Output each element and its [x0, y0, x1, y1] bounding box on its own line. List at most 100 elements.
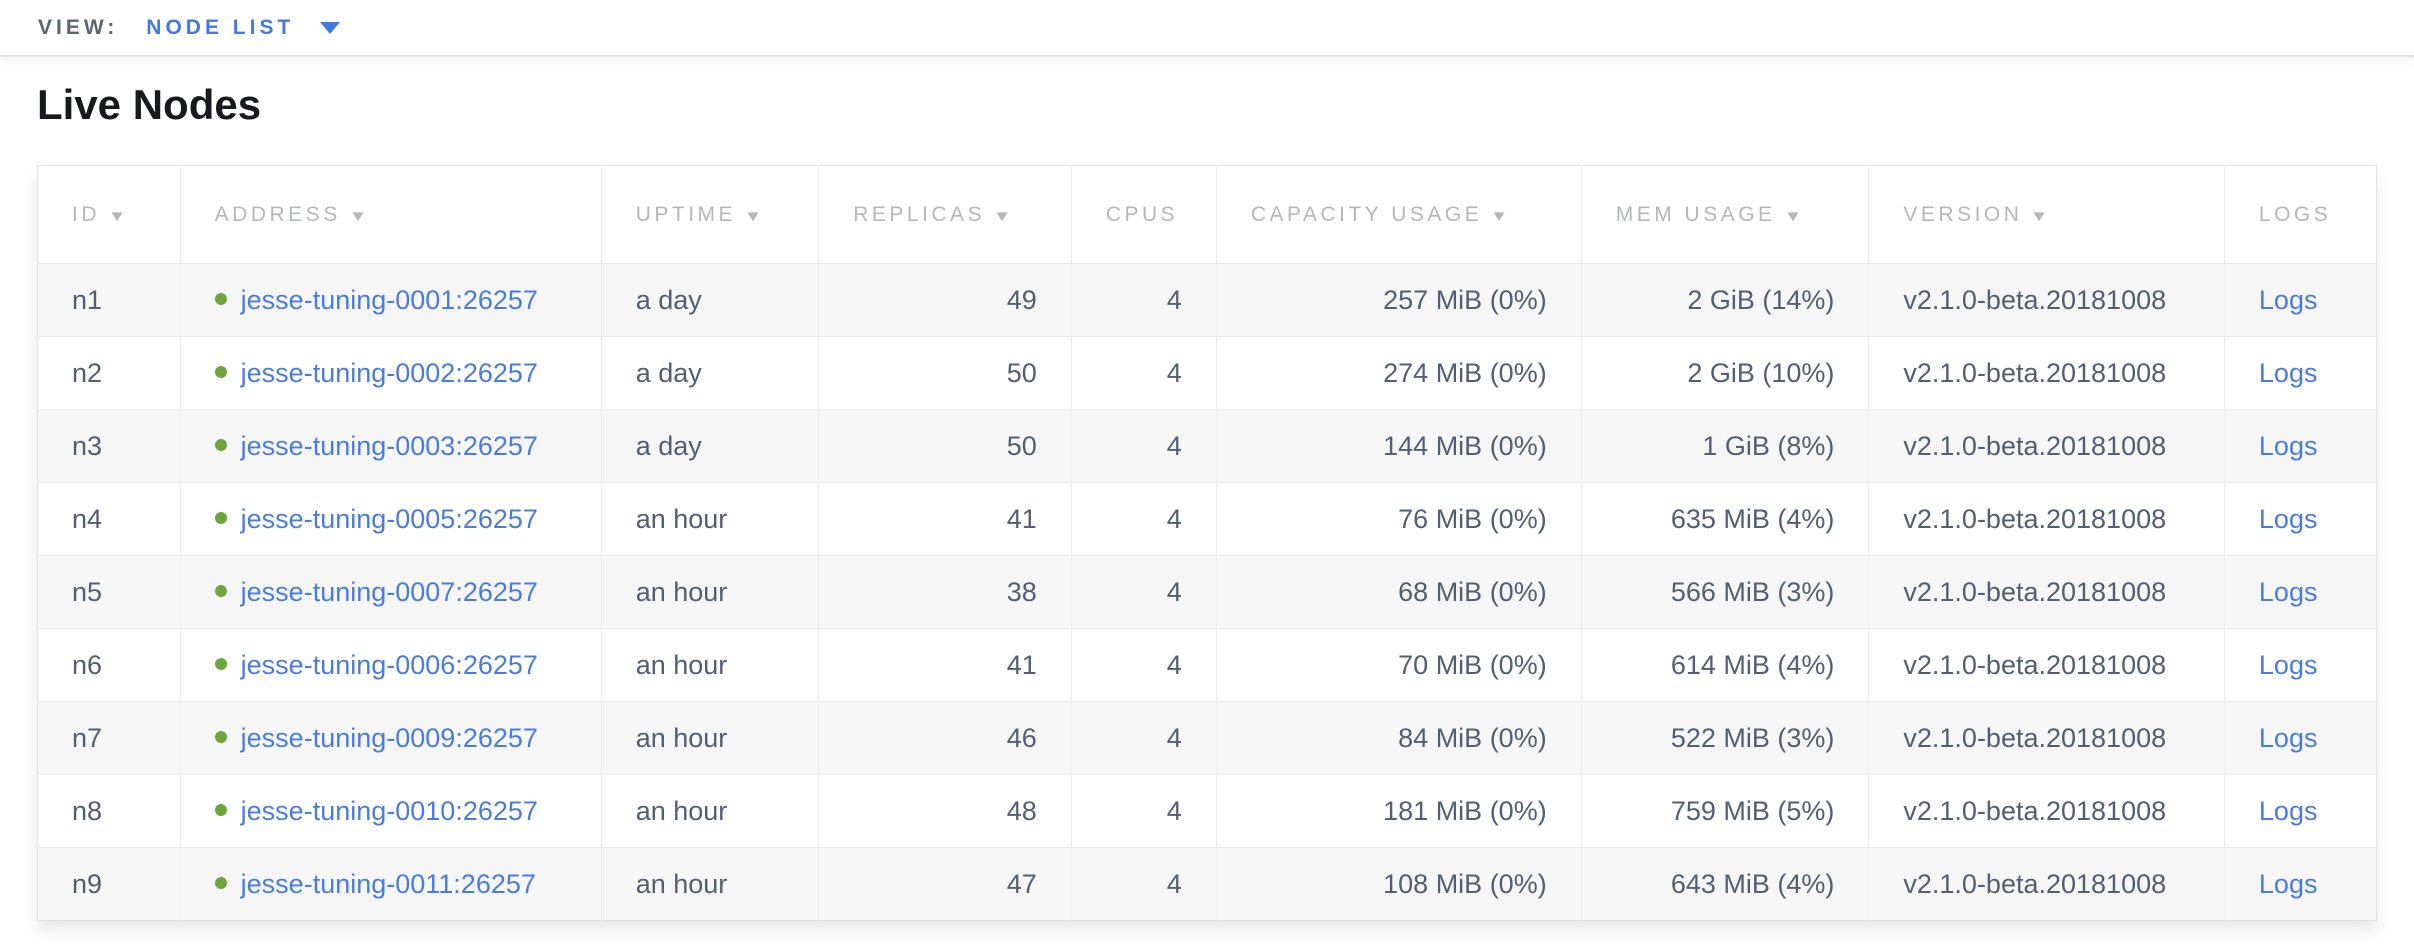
- cell-logs: Logs: [2223, 628, 2377, 702]
- node-address-link[interactable]: jesse-tuning-0011:26257: [240, 868, 536, 899]
- node-address-link[interactable]: jesse-tuning-0003:26257: [240, 430, 538, 461]
- cell-capacity_usage: 68 MiB (0%): [1215, 555, 1582, 629]
- cell-id: n2: [37, 336, 181, 410]
- column-header-label: VERSION: [1903, 202, 2023, 226]
- node-address-link[interactable]: jesse-tuning-0005:26257: [240, 503, 538, 534]
- column-header-address[interactable]: ADDRESS ▼: [179, 165, 602, 264]
- table-row-n2: n2 jesse-tuning-0002:26257 a day 50 4 274 MiB…: [37, 336, 2377, 410]
- logs-link[interactable]: Logs: [2258, 430, 2318, 461]
- column-header-label: ID: [72, 202, 100, 226]
- cell-mem_usage: 1 GiB (8%): [1580, 409, 1869, 483]
- column-header-capacity_usage[interactable]: CAPACITY USAGE ▼: [1215, 165, 1582, 264]
- table-row-n5: n5 jesse-tuning-0007:26257 an hour 38 4 68 Mi…: [37, 555, 2377, 629]
- cell-mem_usage: 635 MiB (4%): [1580, 482, 1869, 556]
- column-header-replicas[interactable]: REPLICAS ▼: [818, 165, 1072, 264]
- view-bar: VIEW: NODE LIST: [0, 0, 2414, 57]
- caret-down-icon: [320, 21, 341, 34]
- cell-cpus: 4: [1070, 847, 1217, 921]
- table-row-n9: n9 jesse-tuning-0011:26257 an hour 47 4 108 M…: [37, 847, 2377, 921]
- cell-capacity_usage: 76 MiB (0%): [1215, 482, 1582, 556]
- cell-version: v2.1.0-beta.20181008: [1868, 847, 2225, 921]
- logs-link[interactable]: Logs: [2258, 503, 2318, 534]
- column-header-mem_usage[interactable]: MEM USAGE ▼: [1580, 165, 1869, 264]
- cell-mem_usage: 2 GiB (10%): [1580, 336, 1869, 410]
- column-header-version[interactable]: VERSION ▼: [1868, 165, 2225, 264]
- cell-capacity_usage: 108 MiB (0%): [1215, 847, 1582, 921]
- cell-address: jesse-tuning-0011:26257: [179, 847, 602, 921]
- sort-arrow-icon: ▼: [107, 207, 131, 225]
- logs-link[interactable]: Logs: [2258, 722, 2318, 753]
- column-header-logs: LOGS: [2223, 165, 2377, 264]
- live-status-dot-icon: [214, 293, 227, 306]
- cell-replicas: 41: [818, 482, 1072, 556]
- view-label: VIEW:: [38, 15, 119, 39]
- logs-link[interactable]: Logs: [2258, 357, 2318, 388]
- column-header-label: CPUS: [1105, 202, 1179, 226]
- column-header-label: CAPACITY USAGE: [1250, 202, 1483, 226]
- cell-capacity_usage: 70 MiB (0%): [1215, 628, 1582, 702]
- cell-address: jesse-tuning-0003:26257: [179, 409, 602, 483]
- table-row-n7: n7 jesse-tuning-0009:26257 an hour 46 4 84 Mi…: [37, 701, 2377, 775]
- cell-version: v2.1.0-beta.20181008: [1868, 701, 2225, 775]
- column-header-id[interactable]: ID ▼: [37, 165, 181, 264]
- view-dropdown-value: NODE LIST: [146, 15, 295, 39]
- logs-link[interactable]: Logs: [2258, 576, 2318, 607]
- cell-version: v2.1.0-beta.20181008: [1868, 774, 2225, 848]
- cell-address: jesse-tuning-0009:26257: [179, 701, 602, 775]
- column-header-label: ADDRESS: [214, 202, 341, 226]
- live-status-dot-icon: [214, 804, 227, 817]
- cell-mem_usage: 643 MiB (4%): [1580, 847, 1869, 921]
- sort-arrow-icon: ▼: [992, 207, 1016, 225]
- live-status-dot-icon: [214, 366, 227, 379]
- column-header-cpus: CPUS: [1070, 165, 1217, 264]
- cell-logs: Logs: [2223, 847, 2377, 921]
- column-header-label: REPLICAS: [853, 202, 986, 226]
- logs-link[interactable]: Logs: [2258, 868, 2318, 899]
- cell-id: n4: [37, 482, 181, 556]
- cell-mem_usage: 566 MiB (3%): [1580, 555, 1869, 629]
- sort-arrow-icon: ▼: [2030, 207, 2054, 225]
- cell-replicas: 41: [818, 628, 1072, 702]
- node-address-link[interactable]: jesse-tuning-0007:26257: [240, 576, 538, 607]
- cell-version: v2.1.0-beta.20181008: [1868, 409, 2225, 483]
- cell-uptime: an hour: [600, 555, 819, 629]
- cell-uptime: an hour: [600, 847, 819, 921]
- cell-replicas: 47: [818, 847, 1072, 921]
- cell-id: n9: [37, 847, 181, 921]
- cell-replicas: 50: [818, 409, 1072, 483]
- cell-id: n1: [37, 263, 181, 337]
- column-header-label: LOGS: [2258, 202, 2332, 226]
- live-nodes-table: ID ▼ ADDRESS ▼ UPTIME ▼ REPLICAS ▼ CPUS CAPACITY …: [37, 165, 2377, 921]
- logs-link[interactable]: Logs: [2258, 649, 2318, 680]
- cell-logs: Logs: [2223, 555, 2377, 629]
- live-status-dot-icon: [214, 439, 227, 452]
- live-status-dot-icon: [214, 731, 227, 744]
- column-header-uptime[interactable]: UPTIME ▼: [600, 165, 819, 264]
- cell-mem_usage: 759 MiB (5%): [1580, 774, 1869, 848]
- live-status-dot-icon: [214, 585, 227, 598]
- cell-uptime: an hour: [600, 482, 819, 556]
- node-address-link[interactable]: jesse-tuning-0009:26257: [240, 722, 538, 753]
- node-address-link[interactable]: jesse-tuning-0001:26257: [240, 284, 538, 315]
- cell-id: n5: [37, 555, 181, 629]
- cell-id: n8: [37, 774, 181, 848]
- cell-address: jesse-tuning-0006:26257: [179, 628, 602, 702]
- cell-uptime: an hour: [600, 628, 819, 702]
- cell-logs: Logs: [2223, 774, 2377, 848]
- node-address-link[interactable]: jesse-tuning-0002:26257: [240, 357, 538, 388]
- cell-uptime: a day: [600, 336, 819, 410]
- logs-link[interactable]: Logs: [2258, 284, 2318, 315]
- cell-replicas: 38: [818, 555, 1072, 629]
- cell-capacity_usage: 274 MiB (0%): [1215, 336, 1582, 410]
- cell-uptime: an hour: [600, 701, 819, 775]
- cell-cpus: 4: [1070, 409, 1217, 483]
- node-address-link[interactable]: jesse-tuning-0006:26257: [240, 649, 538, 680]
- cell-address: jesse-tuning-0001:26257: [179, 263, 602, 337]
- cell-version: v2.1.0-beta.20181008: [1868, 482, 2225, 556]
- logs-link[interactable]: Logs: [2258, 795, 2318, 826]
- view-dropdown[interactable]: NODE LIST: [146, 15, 341, 40]
- cell-id: n6: [37, 628, 181, 702]
- cell-cpus: 4: [1070, 336, 1217, 410]
- cell-logs: Logs: [2223, 263, 2377, 337]
- node-address-link[interactable]: jesse-tuning-0010:26257: [240, 795, 538, 826]
